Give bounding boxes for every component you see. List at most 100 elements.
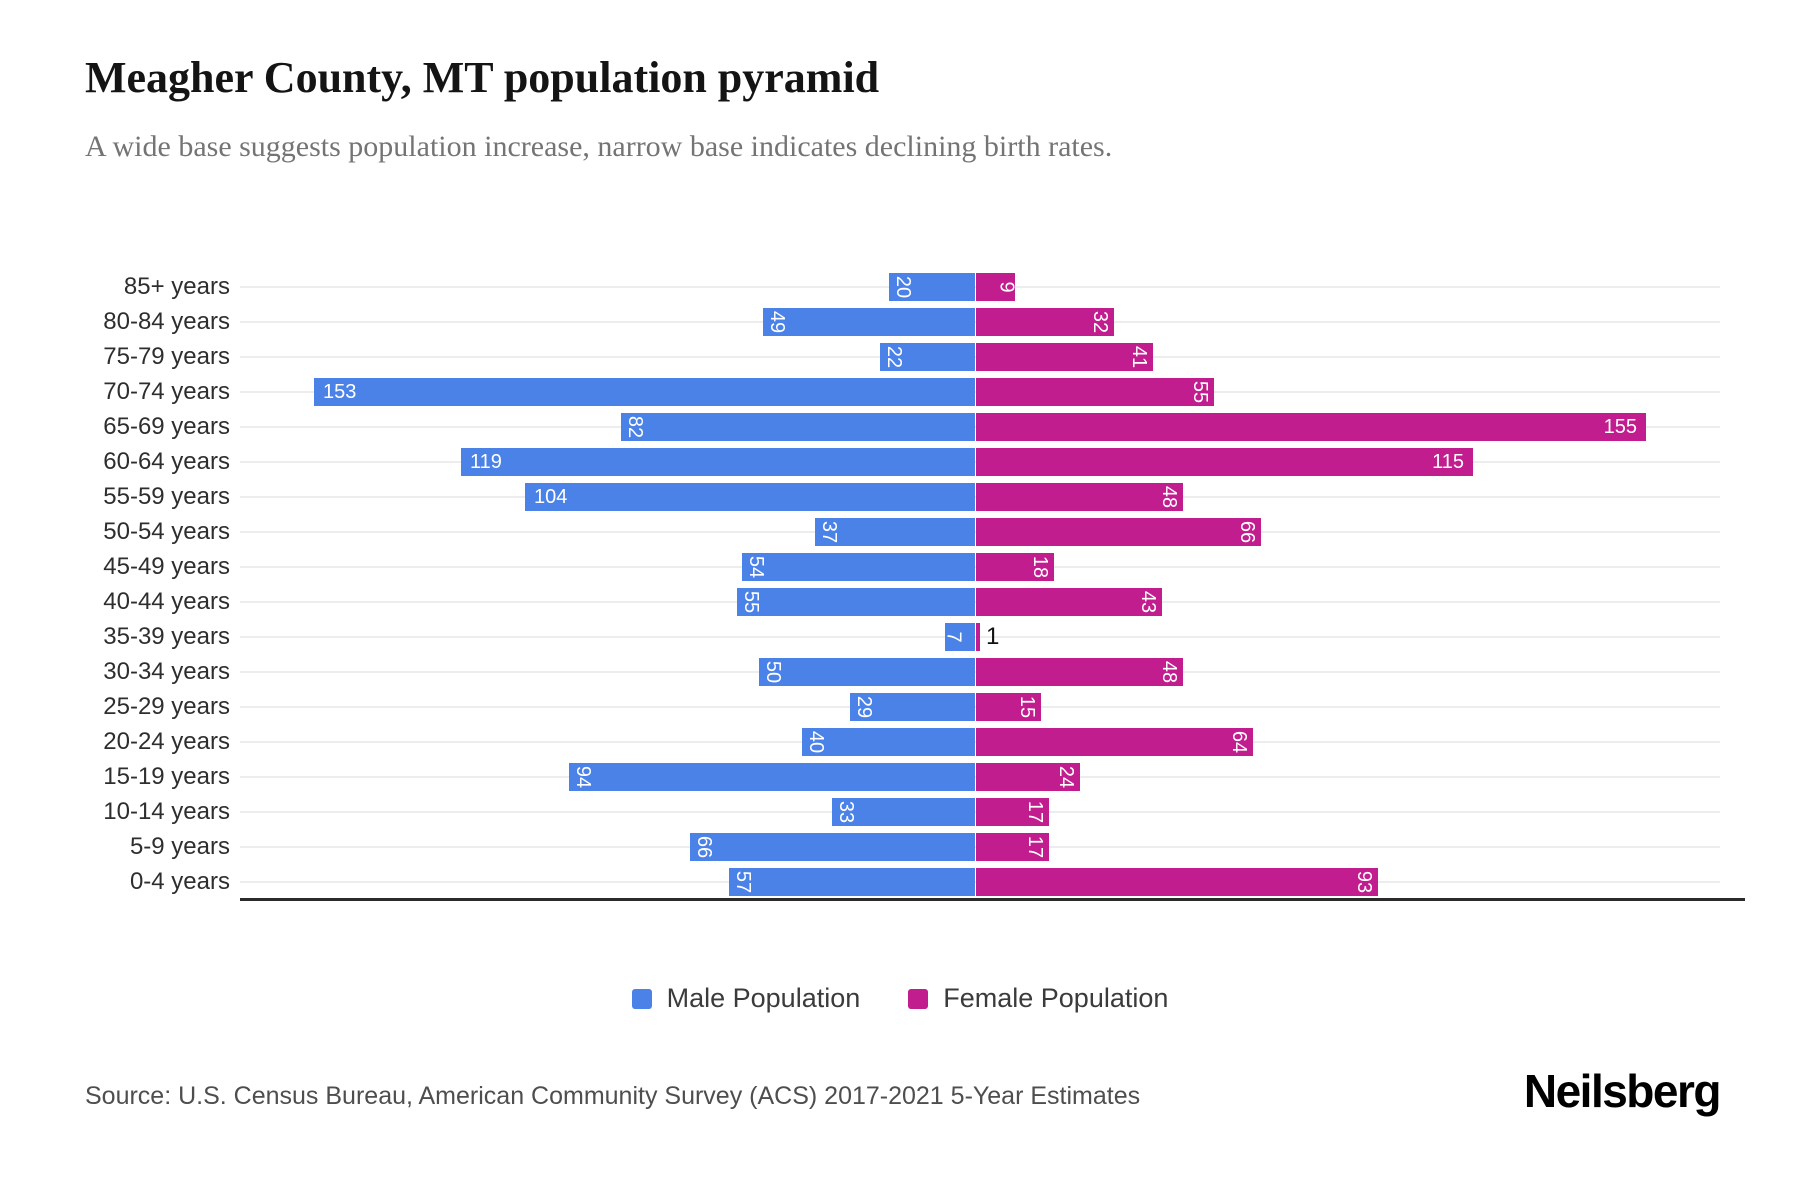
female-bar-value: 15: [1015, 695, 1038, 719]
female-bar-value: 1: [986, 623, 1000, 650]
female-bar[interactable]: 15: [976, 693, 1041, 721]
male-bar-value: 119: [470, 451, 502, 473]
source-text: Source: U.S. Census Bureau, American Com…: [85, 1082, 1141, 1110]
male-bar[interactable]: 40: [802, 728, 975, 756]
male-bar-value: 40: [805, 730, 828, 754]
female-bar-value: 17: [1023, 800, 1046, 824]
male-bar-value: 33: [835, 800, 858, 824]
male-bar-value: 57: [732, 870, 755, 894]
male-bar[interactable]: 22: [880, 343, 975, 371]
y-axis-label: 10-14 years: [103, 798, 230, 825]
male-bar[interactable]: 57: [729, 868, 975, 896]
y-axis-label: 50-54 years: [103, 518, 230, 545]
female-bar[interactable]: 17: [976, 833, 1049, 861]
male-bar[interactable]: 104: [525, 483, 975, 511]
female-bar-value: 155: [1603, 416, 1637, 438]
y-axis-label: 65-69 years: [103, 413, 230, 440]
female-bar[interactable]: 48: [976, 483, 1183, 511]
female-bar[interactable]: 66: [976, 518, 1261, 546]
y-axis-label: 40-44 years: [103, 588, 230, 615]
female-bar-value: 17: [1023, 835, 1046, 859]
y-axis-label: 30-34 years: [103, 658, 230, 685]
female-bar-value: 93: [1352, 870, 1375, 894]
male-bar-value: 29: [853, 695, 876, 719]
male-bar-value: 49: [766, 310, 789, 334]
female-bar-value: 115: [1432, 451, 1464, 473]
female-bar[interactable]: 17: [976, 798, 1049, 826]
male-bar[interactable]: 66: [690, 833, 975, 861]
female-bar[interactable]: 64: [976, 728, 1253, 756]
female-bar-value: 48: [1157, 485, 1180, 509]
y-axis-label: 80-84 years: [103, 308, 230, 335]
female-bar-value: 18: [1028, 555, 1051, 579]
legend: Male Population Female Population: [0, 983, 1800, 1014]
male-bar[interactable]: 54: [742, 553, 975, 581]
y-axis-label: 15-19 years: [103, 763, 230, 790]
y-axis-label: 20-24 years: [103, 728, 230, 755]
female-bar-value: 9: [995, 281, 1018, 293]
female-bar-value: 64: [1227, 730, 1250, 754]
male-bar[interactable]: 153: [314, 378, 975, 406]
y-axis-label: 35-39 years: [103, 623, 230, 650]
female-bar[interactable]: 93: [976, 868, 1378, 896]
brand-logo: Neilsberg: [1523, 1065, 1722, 1117]
female-bar[interactable]: 115: [976, 448, 1473, 476]
female-bar[interactable]: 48: [976, 658, 1183, 686]
female-bar[interactable]: 55: [976, 378, 1214, 406]
male-bar-value: 94: [572, 765, 595, 789]
male-bar-value: 55: [740, 590, 763, 614]
male-bar[interactable]: 49: [763, 308, 975, 336]
male-bar-value: 22: [883, 345, 906, 369]
male-bar[interactable]: 119: [461, 448, 975, 476]
male-bar[interactable]: 20: [889, 273, 975, 301]
female-bar-value: 41: [1127, 345, 1150, 369]
male-legend-label: Male Population: [666, 983, 861, 1013]
female-bar-value: 24: [1054, 765, 1077, 789]
female-bar[interactable]: 43: [976, 588, 1162, 616]
female-legend-swatch-icon: [908, 988, 929, 1009]
male-bar-value: 37: [818, 520, 841, 544]
legend-item-female[interactable]: Female Population: [908, 983, 1168, 1014]
male-bar-value: 153: [323, 381, 357, 403]
male-bar[interactable]: 33: [832, 798, 975, 826]
male-bar[interactable]: 55: [737, 588, 975, 616]
y-axis-label: 85+ years: [123, 273, 230, 300]
female-bar[interactable]: 1: [976, 623, 999, 651]
male-bar[interactable]: 50: [759, 658, 975, 686]
y-axis-label: 0-4 years: [129, 868, 230, 895]
female-legend-label: Female Population: [943, 983, 1169, 1013]
female-bar[interactable]: 18: [976, 553, 1054, 581]
female-bar[interactable]: 155: [976, 413, 1646, 441]
female-bar-value: 48: [1157, 660, 1180, 684]
female-bar-value: 32: [1088, 310, 1111, 334]
y-axis-label: 70-74 years: [103, 378, 230, 405]
male-bar-value: 54: [745, 555, 768, 579]
male-bar[interactable]: 7: [943, 623, 975, 651]
male-bar[interactable]: 37: [815, 518, 975, 546]
male-bar-value: 66: [693, 835, 716, 859]
chart-title: Meagher County, MT population pyramid: [85, 53, 880, 102]
male-bar[interactable]: 94: [569, 763, 975, 791]
male-bar-value: 20: [892, 275, 915, 299]
female-bar[interactable]: 41: [976, 343, 1153, 371]
male-bar-value: 82: [624, 415, 647, 439]
y-axis-label: 5-9 years: [129, 833, 230, 860]
male-bar[interactable]: 82: [621, 413, 975, 441]
female-bar[interactable]: 24: [976, 763, 1080, 791]
y-axis-label: 55-59 years: [103, 483, 230, 510]
y-axis-label: 45-49 years: [103, 553, 230, 580]
female-bar[interactable]: 32: [976, 308, 1114, 336]
female-bar-value: 55: [1188, 380, 1211, 404]
chart-subtitle: A wide base suggests population increase…: [85, 130, 1113, 163]
y-axis-label: 75-79 years: [103, 343, 230, 370]
male-bar-value: 50: [762, 660, 785, 684]
female-bar-value: 43: [1136, 590, 1159, 614]
male-bar-value: 104: [534, 486, 568, 508]
female-bar[interactable]: 9: [976, 273, 1018, 301]
male-legend-swatch-icon: [631, 988, 652, 1009]
legend-item-male[interactable]: Male Population: [631, 983, 861, 1014]
male-bar[interactable]: 29: [850, 693, 975, 721]
female-bar-value: 66: [1235, 520, 1258, 544]
x-axis-baseline: [240, 898, 1745, 901]
